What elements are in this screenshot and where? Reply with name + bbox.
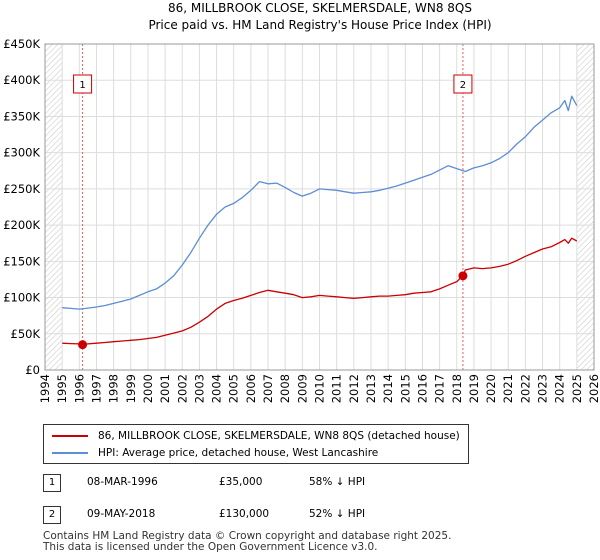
sale-2-label: 2: [460, 80, 466, 91]
sale-row-2: 2 09-MAY-2018 £130,000 52% ↓ HPI: [43, 506, 463, 526]
x-tick-label: 2009: [295, 374, 309, 403]
sale-2-point: [458, 271, 468, 281]
x-tick-label: 2008: [278, 374, 292, 403]
x-tick-label: 2018: [450, 374, 464, 403]
y-tick-label: £50K: [11, 327, 41, 341]
legend-entry-property: 86, MILLBROOK CLOSE, SKELMERSDALE, WN8 8…: [52, 428, 460, 444]
sale-1-label: 1: [79, 80, 85, 91]
x-tick-label: 2012: [347, 374, 361, 403]
y-tick-label: £350K: [3, 109, 40, 123]
x-tick-label: 1994: [38, 374, 52, 403]
x-tick-label: 2021: [501, 374, 515, 403]
x-tick-label: 2026: [587, 374, 600, 403]
sale-1-label-box: [73, 74, 93, 94]
y-tick-label: £450K: [3, 37, 40, 51]
x-tick-label: 1998: [107, 374, 121, 403]
sale-2-label-box: [453, 74, 473, 94]
legend-label-property: 86, MILLBROOK CLOSE, SKELMERSDALE, WN8 8…: [98, 430, 460, 442]
x-tick-label: 2000: [141, 374, 155, 403]
y-tick-label: £100K: [3, 291, 40, 305]
y-tick-label: £200K: [3, 218, 40, 232]
x-tick-label: 2015: [398, 374, 412, 403]
y-tick-label: £300K: [3, 146, 40, 160]
sale-row-1: 1 08-MAR-1996 £35,000 58% ↓ HPI: [43, 474, 463, 494]
x-tick-label: 2019: [467, 374, 481, 403]
legend-swatch-property: [52, 435, 88, 437]
series-line-hpi: [62, 95, 578, 310]
x-tick-label: 2017: [433, 374, 447, 403]
legend: 86, MILLBROOK CLOSE, SKELMERSDALE, WN8 8…: [43, 424, 469, 464]
x-tick-label: 2002: [175, 374, 189, 403]
y-tick-label: £400K: [3, 73, 40, 87]
legend-swatch-hpi: [52, 452, 88, 454]
sale-hpi-diff: 58% ↓ HPI: [309, 476, 366, 488]
x-tick-label: 2023: [536, 374, 550, 403]
x-tick-label: 2011: [330, 374, 344, 403]
sale-date: 09-MAY-2018: [87, 508, 156, 520]
x-tick-label: 2006: [244, 374, 258, 403]
y-tick-label: £250K: [3, 182, 40, 196]
x-tick-label: 2014: [381, 374, 395, 403]
x-tick-label: 1996: [72, 374, 86, 403]
sale-price: £130,000: [219, 508, 270, 520]
legend-label-hpi: HPI: Average price, detached house, West…: [98, 447, 379, 459]
x-tick-label: 2004: [210, 374, 224, 403]
x-tick-label: 2016: [415, 374, 429, 403]
x-tick-label: 2005: [227, 374, 241, 403]
plot-frame: [44, 43, 595, 371]
x-tick-label: 1995: [55, 374, 69, 403]
sale-marker-label: 2: [43, 506, 61, 524]
legend-entry-hpi: HPI: Average price, detached house, West…: [52, 445, 378, 461]
series-line-property: [62, 237, 578, 346]
x-tick-label: 2020: [484, 374, 498, 403]
sale-1-point: [78, 340, 88, 350]
chart-title: 86, MILLBROOK CLOSE, SKELMERSDALE, WN8 8…: [168, 1, 472, 15]
sale-price: £35,000: [219, 476, 263, 488]
price-chart: 86, MILLBROOK CLOSE, SKELMERSDALE, WN8 8…: [3, 1, 600, 403]
chart-subtitle: Price paid vs. HM Land Registry's House …: [148, 18, 491, 32]
footer-copyright: Contains HM Land Registry data © Crown c…: [43, 530, 452, 542]
x-tick-label: 2022: [518, 374, 532, 403]
x-tick-label: 2007: [261, 374, 275, 403]
x-tick-label: 1997: [89, 374, 103, 403]
sale-marker-label: 1: [43, 474, 61, 492]
x-tick-label: 2024: [553, 374, 567, 403]
x-tick-label: 1999: [124, 374, 138, 403]
hatched-region: [45, 44, 63, 370]
x-tick-label: 2025: [570, 374, 584, 403]
x-tick-label: 2003: [192, 374, 206, 403]
x-tick-label: 2010: [313, 374, 327, 403]
x-tick-label: 2013: [364, 374, 378, 403]
footer-licence: This data is licensed under the Open Gov…: [43, 541, 378, 553]
x-tick-label: 2001: [158, 374, 172, 403]
y-tick-label: £0: [25, 363, 40, 377]
sale-date: 08-MAR-1996: [87, 476, 158, 488]
y-tick-label: £150K: [3, 254, 40, 268]
sale-hpi-diff: 52% ↓ HPI: [309, 508, 366, 520]
footer: Contains HM Land Registry data © Crown c…: [43, 531, 451, 553]
hatched-region: [576, 44, 594, 370]
